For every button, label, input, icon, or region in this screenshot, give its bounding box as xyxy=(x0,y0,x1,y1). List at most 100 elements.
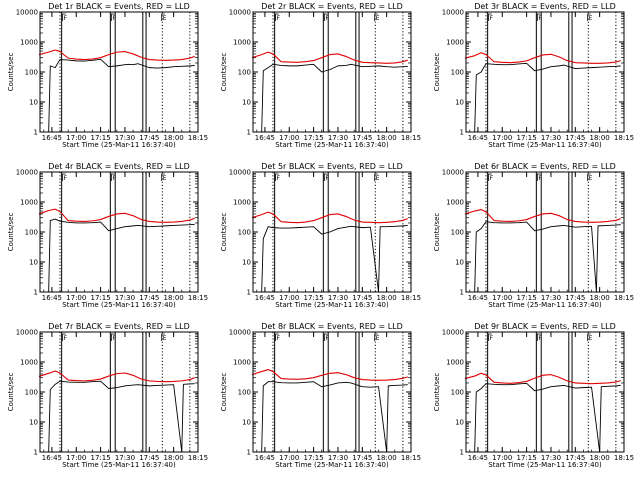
panel-title: Det 6r BLACK = Events, RED = LLD xyxy=(474,162,616,171)
x-tick-label: 17:00 xyxy=(66,454,86,462)
panel-frame xyxy=(465,171,625,293)
x-tick-label: 18:15 xyxy=(188,294,208,302)
y-tick-label: 1 xyxy=(247,129,251,137)
y-tick-label: 1000 xyxy=(20,199,38,207)
x-tick-label: 17:00 xyxy=(492,454,512,462)
flag-bracket xyxy=(488,13,492,21)
x-tick-label: 17:00 xyxy=(279,294,299,302)
x-tick-label: 18:00 xyxy=(164,454,184,462)
x-tick-label: 16:45 xyxy=(42,134,62,142)
flag-label: F xyxy=(112,335,116,342)
y-tick-label: 10000 xyxy=(229,329,251,337)
x-tick-label: 17:45 xyxy=(352,134,372,142)
flag-bracket xyxy=(62,173,66,181)
flag-bracket xyxy=(374,13,378,21)
panel-title: Det 1r BLACK = Events, RED = LLD xyxy=(48,2,190,11)
x-tick-label: 18:00 xyxy=(377,454,397,462)
y-tick-label: 100 xyxy=(451,229,464,237)
panel-9: Det 9r BLACK = Events, RED = LLD 1 10 100 10… xyxy=(433,322,634,469)
flag-label: F xyxy=(490,15,494,22)
y-tick-label: 1000 xyxy=(233,199,251,207)
lld-series-line xyxy=(464,209,621,223)
x-tick-label: 17:30 xyxy=(328,134,348,142)
panel-frame xyxy=(252,171,412,293)
flag-bracket xyxy=(275,173,279,181)
x-axis-label: Start Time (25-Mar-11 16:37:40) xyxy=(275,301,389,309)
flag-bracket xyxy=(110,13,115,21)
x-tick-label: 18:00 xyxy=(164,294,184,302)
y-tick-label: 1 xyxy=(34,449,38,457)
flag-label: F xyxy=(277,15,281,22)
flag-label: E xyxy=(163,175,167,182)
y-tick-label: 1000 xyxy=(233,39,251,47)
x-tick-label: 17:00 xyxy=(492,294,512,302)
x-tick-label: 17:00 xyxy=(492,134,512,142)
y-tick-label: 10 xyxy=(455,99,464,107)
y-tick-label: 1 xyxy=(460,129,464,137)
x-tick-label: 17:15 xyxy=(517,454,537,462)
y-tick-label: 10 xyxy=(29,259,38,267)
x-tick-label: 17:15 xyxy=(91,134,111,142)
y-tick-label: 1 xyxy=(34,289,38,297)
events-series-line xyxy=(474,62,621,133)
flag-bracket xyxy=(161,13,165,21)
y-tick-label: 1 xyxy=(34,129,38,137)
x-tick-label: 16:45 xyxy=(468,134,488,142)
flag-bracket xyxy=(587,173,591,181)
y-tick-label: 10000 xyxy=(229,9,251,17)
y-tick-label: 1000 xyxy=(20,359,38,367)
flag-label: F xyxy=(538,15,542,22)
flag-label: F xyxy=(538,335,542,342)
x-tick-label: 17:45 xyxy=(352,294,372,302)
panel-5: Det 5r BLACK = Events, RED = LLD 1 10 100 10… xyxy=(220,162,421,309)
x-tick-label: 17:45 xyxy=(139,454,159,462)
lld-series-line xyxy=(38,370,195,383)
x-tick-label: 17:00 xyxy=(279,134,299,142)
events-series-line xyxy=(474,382,621,453)
events-series-line xyxy=(261,63,408,133)
y-tick-label: 100 xyxy=(238,69,251,77)
flag-label: F xyxy=(325,15,329,22)
flag-bracket xyxy=(161,173,165,181)
x-axis-label: Start Time (25-Mar-11 16:37:40) xyxy=(488,461,602,469)
flag-label: F xyxy=(277,175,281,182)
y-tick-label: 10 xyxy=(455,419,464,427)
y-tick-label: 1000 xyxy=(446,359,464,367)
flag-label: F xyxy=(112,15,116,22)
y-tick-label: 100 xyxy=(25,229,38,237)
events-series-line xyxy=(48,58,195,133)
x-tick-label: 18:15 xyxy=(614,134,634,142)
flag-bracket xyxy=(536,173,541,181)
x-tick-label: 18:15 xyxy=(401,454,421,462)
flag-bracket xyxy=(323,333,328,341)
panel-frame xyxy=(465,331,625,453)
panel-frame xyxy=(465,11,625,133)
y-tick-label: 1000 xyxy=(446,39,464,47)
x-tick-label: 16:45 xyxy=(42,294,62,302)
y-tick-label: 10000 xyxy=(442,329,464,337)
x-tick-label: 16:45 xyxy=(468,454,488,462)
x-tick-label: 17:15 xyxy=(304,134,324,142)
lld-series-line xyxy=(251,211,408,224)
x-tick-label: 17:15 xyxy=(517,294,537,302)
panel-frame xyxy=(39,11,199,133)
flag-bracket xyxy=(374,333,378,341)
flag-bracket xyxy=(323,173,328,181)
x-tick-label: 17:45 xyxy=(565,134,585,142)
flag-label: F xyxy=(325,335,329,342)
x-tick-label: 16:45 xyxy=(42,454,62,462)
flag-bracket xyxy=(587,333,591,341)
panel-title: Det 8r BLACK = Events, RED = LLD xyxy=(261,322,403,331)
x-tick-label: 17:15 xyxy=(304,454,324,462)
y-tick-label: 1000 xyxy=(233,359,251,367)
y-tick-label: 10 xyxy=(242,259,251,267)
y-axis-label: Counts/sec xyxy=(433,53,441,92)
flag-bracket xyxy=(488,333,492,341)
x-tick-label: 18:00 xyxy=(590,134,610,142)
x-tick-label: 17:30 xyxy=(328,454,348,462)
y-axis-label: Counts/sec xyxy=(220,213,228,252)
x-tick-label: 17:30 xyxy=(115,134,135,142)
y-tick-label: 10 xyxy=(455,259,464,267)
x-axis-label: Start Time (25-Mar-11 16:37:40) xyxy=(488,141,602,149)
panel-8: Det 8r BLACK = Events, RED = LLD 1 10 100 10… xyxy=(220,322,421,469)
